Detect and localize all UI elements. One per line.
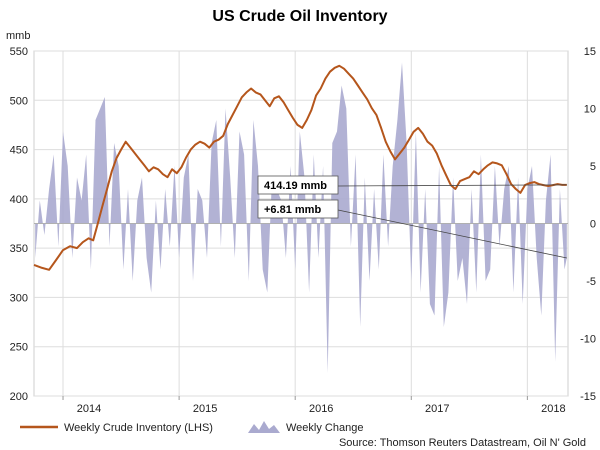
legend: Weekly Crude Inventory (LHS) Weekly Chan… <box>20 421 363 434</box>
right-y-tick-label: 10 <box>584 104 596 116</box>
x-axis: 2014 2015 2016 2017 2018 <box>62 396 566 415</box>
left-y-tick-label: 500 <box>10 95 28 107</box>
left-y-tick-label: 450 <box>10 145 28 157</box>
callout-leader-weekly-change <box>337 209 567 259</box>
callout-box-weekly-change <box>257 199 339 219</box>
callout-leader-inventory <box>337 184 567 187</box>
inventory-series-line <box>33 64 567 271</box>
legend-weekly-change-label: Weekly Change <box>286 422 363 434</box>
right-y-tick-label: 0 <box>590 219 596 231</box>
y-axis-unit-label: mmb <box>6 30 30 42</box>
right-y-tick-label: -10 <box>580 334 596 346</box>
callout-label-inventory: 414.19 mmb <box>264 180 327 192</box>
left-y-tick-label: 250 <box>10 342 28 354</box>
left-y-tick-label: 200 <box>10 391 28 403</box>
x-tick-label: 2015 <box>193 403 217 415</box>
inventory-line-group <box>33 64 567 271</box>
x-tick-label: 2014 <box>77 403 101 415</box>
left-y-tick-label: 400 <box>10 194 28 206</box>
callout-box-inventory <box>257 175 339 195</box>
legend-inventory-label: Weekly Crude Inventory (LHS) <box>64 422 213 434</box>
x-tick-label: 2016 <box>309 403 333 415</box>
left-y-tick-label: 350 <box>10 243 28 255</box>
left-y-axis: 200 250 300 350 400 450 500 550 <box>10 46 28 403</box>
left-y-tick-label: 550 <box>10 46 28 58</box>
callout-label-weekly-change: +6.81 mmb <box>264 204 321 216</box>
right-y-axis: -15 -10 -5 0 5 10 15 <box>580 46 596 403</box>
x-tick-label: 2017 <box>425 403 449 415</box>
right-y-tick-label: -5 <box>586 276 596 288</box>
left-y-tick-label: 300 <box>10 292 28 304</box>
source-note: Source: Thomson Reuters Datastream, Oil … <box>339 437 586 449</box>
chart-title: US Crude Oil Inventory <box>212 8 387 25</box>
x-tick-label: 2018 <box>541 403 565 415</box>
right-y-tick-label: -15 <box>580 391 596 403</box>
callouts: 414.19 mmb +6.81 mmb <box>257 175 567 259</box>
right-y-tick-label: 5 <box>590 161 596 173</box>
legend-weekly-change-swatch <box>248 421 280 433</box>
right-y-tick-label: 15 <box>584 46 596 58</box>
